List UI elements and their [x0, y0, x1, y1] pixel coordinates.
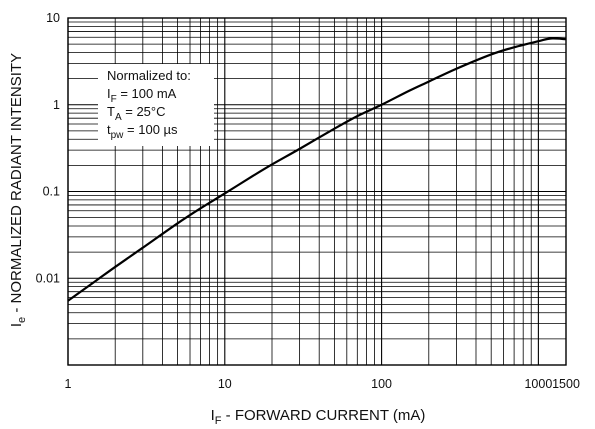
- legend-entry-subscript: pw: [111, 130, 125, 141]
- legend-entry: IF = 100 mA: [107, 86, 177, 105]
- legend-title: Normalized to:: [107, 68, 191, 83]
- x-tick-label: 10: [218, 377, 232, 391]
- x-tick-label: 1: [65, 377, 72, 391]
- x-tick-label: 100: [371, 377, 392, 391]
- x-axis-title-subscript: F: [215, 415, 222, 427]
- legend-entry-subscript: A: [115, 112, 122, 123]
- legend-entry: TA = 25°C: [107, 104, 166, 123]
- x-axis-title-rest: - FORWARD CURRENT (mA): [222, 407, 426, 424]
- legend-entry-subscript: F: [111, 94, 117, 105]
- legend-entry-value: = 100 mA: [117, 86, 177, 101]
- series-layer: [67, 37, 567, 302]
- y-tick-label: 0.1: [43, 185, 60, 199]
- x-axis-title: IF - FORWARD CURRENT (mA): [211, 407, 426, 427]
- y-axis-title-subscript: e: [16, 317, 28, 323]
- x-axis-title-main: I: [211, 407, 215, 424]
- legend-entry-symbol: t: [107, 122, 111, 137]
- legend-entry-symbol: I: [107, 86, 111, 101]
- y-axis-title-main: I: [8, 323, 25, 327]
- x-tick-label: 1500: [552, 377, 580, 391]
- y-axis-title: Ie - NORMALIZED RADIANT INTENSITY: [8, 53, 28, 327]
- y-tick-label: 10: [46, 11, 60, 25]
- y-tick-label: 1: [53, 98, 60, 112]
- legend-entry-value: = 25°C: [122, 104, 166, 119]
- series-line: [67, 37, 567, 302]
- legend-entry-symbol: T: [107, 104, 115, 119]
- tick-labels: 1 10 100 1000 1500 10 1 0.1 0.01: [36, 11, 580, 391]
- y-tick-label: 0.01: [36, 271, 60, 285]
- x-tick-label: 1000: [524, 377, 552, 391]
- y-axis-title-rest: - NORMALIZED RADIANT INTENSITY: [8, 53, 25, 317]
- plot-frame: [67, 17, 567, 366]
- legend-entry-value: = 100 µs: [123, 122, 178, 137]
- plot-border: [67, 17, 567, 366]
- legend-entry: tpw = 100 µs: [107, 122, 178, 141]
- legend-box: [98, 64, 214, 146]
